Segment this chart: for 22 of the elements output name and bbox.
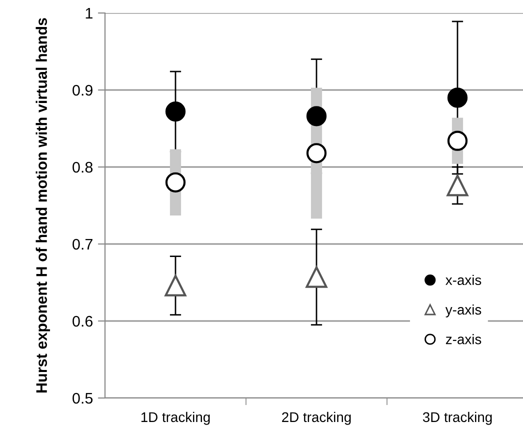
point: [165, 172, 186, 192]
legend-label: z-axis: [446, 334, 482, 344]
y-axis-title: Hurst exponent H of hand motion with virtual hands: [36, 18, 50, 392]
y-tick-label: 0.8: [72, 162, 93, 173]
y-tick-label: 0.9: [72, 84, 92, 96]
x-tick-label: 3D tracking: [422, 412, 492, 425]
point: [446, 174, 468, 196]
x-tick-label: 1D tracking: [141, 412, 210, 425]
point: [447, 130, 468, 151]
y-tick-label: 0.6: [72, 316, 93, 327]
x-tick-label: 2D tracking: [282, 412, 351, 425]
point: [306, 266, 328, 288]
point: [164, 274, 186, 296]
y-tick-label: 0.5: [72, 392, 93, 404]
legend-label: y-axis: [445, 304, 482, 318]
point: [447, 88, 468, 108]
y-tick-label: 1: [86, 8, 92, 19]
point: [306, 143, 327, 164]
legend-label: x-axis: [446, 274, 482, 286]
point: [306, 106, 327, 126]
point: [165, 101, 186, 122]
y-tick-label: 0.7: [72, 238, 92, 250]
